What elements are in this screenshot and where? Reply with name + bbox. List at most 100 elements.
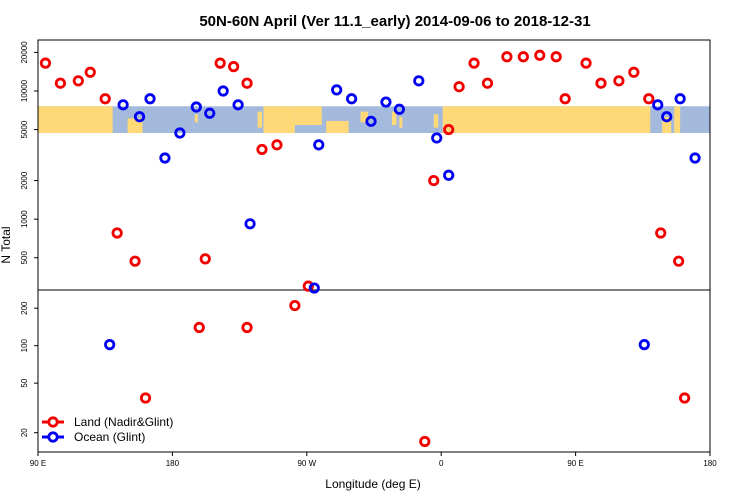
ocean-point (204, 107, 216, 119)
map-land-7 (360, 111, 369, 123)
map-land-12 (662, 116, 672, 134)
land-point (628, 66, 640, 78)
map-land-8 (391, 111, 397, 125)
y-tick-label: 5000 (20, 120, 29, 138)
data-points (39, 49, 701, 448)
x-axis-label: Longitude (deg E) (325, 477, 420, 491)
ocean-point (232, 99, 244, 111)
y-tick-label: 10000 (20, 79, 29, 102)
ocean-point (345, 93, 358, 105)
map-land-10 (433, 114, 439, 128)
land-point (643, 93, 655, 105)
legend-item-ocean: Ocean (Glint) (42, 430, 145, 444)
ocean-point (689, 152, 701, 164)
land-point (428, 174, 440, 187)
ocean-point (365, 115, 377, 127)
map-strip (38, 106, 710, 134)
map-land-2 (194, 114, 198, 123)
land-point (241, 77, 253, 89)
land-point (241, 321, 253, 334)
map-land-5 (294, 106, 322, 125)
ocean-point (144, 93, 156, 105)
land-point (655, 227, 667, 239)
map-land-11 (442, 106, 651, 134)
plot-frame (37, 39, 711, 453)
y-tick-label: 2000 (20, 171, 29, 189)
y-axis-lower: 20 50 100 200 (20, 301, 38, 437)
y-tick-label: 50 (20, 378, 29, 387)
land-point (481, 77, 494, 89)
land-point (193, 321, 205, 334)
ocean-point (117, 99, 129, 111)
land-point (302, 280, 314, 292)
land-point (256, 143, 268, 156)
y-tick-label: 20000 (20, 41, 29, 64)
land-point (72, 75, 84, 87)
land-point (289, 299, 301, 312)
legend-item-land: Land (Nadir&Glint) (42, 415, 173, 429)
land-point (501, 51, 513, 63)
land-point (271, 139, 283, 151)
ocean-point (413, 75, 425, 87)
y-tick-label: 500 (20, 251, 29, 265)
x-tick-label: 90 E (30, 459, 46, 468)
ocean-point (331, 84, 343, 96)
map-land-6 (326, 120, 349, 134)
ocean-point (674, 93, 686, 105)
map-land-3 (257, 111, 262, 128)
land-point (228, 61, 240, 73)
land-point (39, 57, 52, 69)
map-land-0 (38, 106, 113, 134)
ocean-point (174, 127, 186, 139)
x-tick-label: 180 (703, 459, 717, 468)
y-axis-upper: 500 1000 2000 5000 10000 20000 (20, 41, 38, 265)
land-point (54, 77, 67, 89)
land-point (99, 93, 111, 105)
land-point (613, 75, 625, 87)
land-point (214, 57, 226, 69)
ocean-point (190, 101, 202, 113)
land-point (559, 93, 571, 105)
ocean-point (652, 99, 664, 111)
land-point (673, 255, 685, 267)
legend-marker-ocean (47, 431, 59, 443)
ocean-point (638, 339, 650, 351)
ocean-point (431, 132, 443, 144)
x-tick-label: 0 (439, 459, 444, 468)
land-point (139, 392, 152, 404)
land-point (84, 66, 96, 78)
ocean-point (313, 139, 325, 151)
land-point (129, 255, 141, 267)
panel-frames (37, 39, 711, 453)
land-point (550, 51, 562, 63)
x-tick-label: 90 E (567, 459, 583, 468)
legend-label-ocean: Ocean (Glint) (74, 430, 145, 444)
y-tick-label: 100 (20, 338, 29, 352)
ocean-point (443, 169, 455, 181)
map-land-9 (399, 116, 403, 128)
land-point (580, 57, 592, 69)
y-axis-label: N Total (0, 226, 13, 263)
land-point (443, 123, 455, 136)
ocean-point (104, 339, 116, 351)
land-point (517, 51, 529, 63)
y-tick-label: 20 (20, 428, 29, 437)
legend-marker-land (47, 416, 59, 428)
land-point (111, 227, 123, 239)
land-point (679, 392, 691, 404)
land-point (419, 435, 431, 448)
y-tick-label: 1000 (20, 210, 29, 228)
land-point (199, 253, 211, 265)
map-land-13 (674, 106, 681, 134)
legend-label-land: Land (Nadir&Glint) (74, 415, 173, 429)
land-point (468, 57, 480, 69)
chart-title: 50N-60N April (Ver 11.1_early) 2014-09-0… (199, 13, 590, 30)
x-tick-label: 90 W (297, 459, 316, 468)
ocean-point (308, 282, 320, 294)
ocean-point (393, 103, 405, 115)
land-point (595, 77, 607, 89)
ocean-point (380, 96, 392, 108)
map-land-4 (263, 106, 295, 134)
x-tick-label: 180 (166, 459, 180, 468)
